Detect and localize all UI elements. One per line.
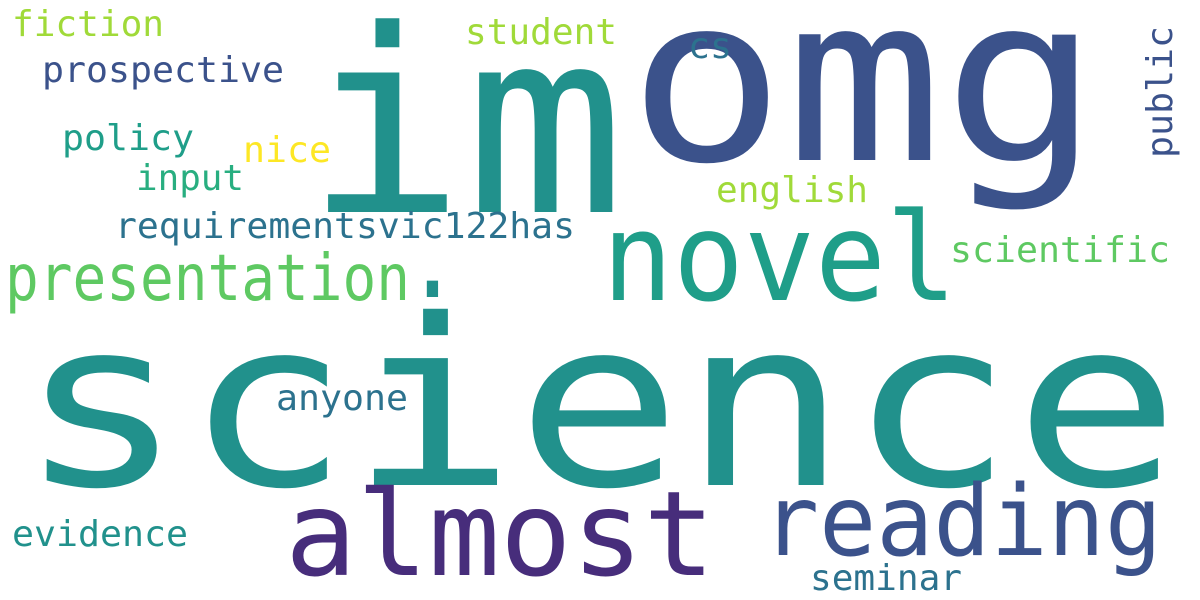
word-omg: omg [628, 0, 1100, 215]
word-public: public [1140, 26, 1181, 158]
word-anyone: anyone [276, 378, 408, 419]
word-science: science [18, 270, 1180, 540]
word-reading: reading [762, 465, 1162, 579]
word-requirementsvic122has: requirementsvic122has [115, 206, 575, 247]
word-policy: policy [62, 118, 194, 159]
word-fiction: fiction [12, 4, 164, 45]
word-cs: cs [688, 26, 732, 67]
word-seminar: seminar [810, 558, 962, 599]
word-student: student [465, 12, 617, 53]
word-scientific: scientific [950, 230, 1170, 271]
word-almost: almost [285, 465, 715, 600]
word-evidence: evidence [12, 514, 188, 555]
word-novel: novel [602, 187, 957, 329]
word-input: input [136, 158, 244, 199]
word-prospective: prospective [42, 50, 284, 91]
word-dot: . [405, 195, 460, 323]
word-im: im [305, 0, 625, 273]
word-presentation: presentation [5, 242, 410, 316]
word-nice: nice [243, 130, 331, 171]
word-english: english [716, 170, 868, 211]
